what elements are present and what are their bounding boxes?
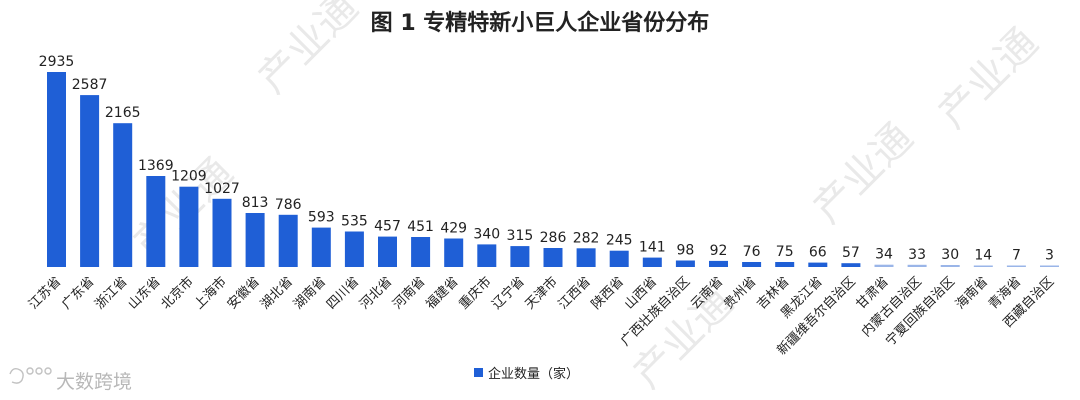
bar: [212, 198, 232, 267]
data-label: 315: [507, 228, 534, 244]
x-tick-label: 山东省: [125, 274, 163, 312]
bar: [47, 72, 66, 267]
bar: [576, 248, 596, 267]
bar: [874, 264, 894, 267]
data-label: 76: [743, 244, 761, 260]
data-label: 535: [341, 214, 368, 230]
x-tick-label: 江西省: [556, 274, 594, 312]
x-tick-label: 贵州省: [721, 274, 759, 312]
bar: [973, 265, 993, 267]
bar: [80, 95, 100, 267]
bar: [709, 260, 728, 267]
data-label: 2587: [72, 77, 108, 93]
watermark-text: 产业通: [805, 115, 922, 232]
watermark-text: 产业通: [250, 0, 367, 102]
bar: [775, 262, 795, 267]
data-label: 282: [573, 230, 600, 246]
bars: [47, 72, 1059, 267]
data-label: 457: [374, 219, 401, 235]
data-label: 92: [710, 243, 728, 259]
data-label: 30: [941, 247, 959, 263]
data-label: 786: [275, 197, 302, 213]
bar: [675, 260, 695, 267]
data-label: 451: [407, 219, 434, 235]
data-label: 98: [676, 243, 694, 259]
bar: [146, 176, 166, 267]
bar: [344, 231, 364, 267]
data-label: 1369: [138, 158, 174, 174]
data-label: 813: [242, 195, 269, 211]
x-tick-label: 河南省: [390, 274, 429, 313]
data-label: 429: [440, 221, 467, 237]
data-label: 286: [540, 230, 567, 246]
x-tick-label: 福建省: [423, 274, 461, 312]
data-label: 141: [639, 240, 666, 256]
bar: [609, 250, 629, 267]
x-ticks: 江苏省广东省浙江省山东省北京市上海市安徽省湖北省湖南省四川省河北省河南省福建省重…: [25, 274, 1057, 359]
data-label: 245: [606, 233, 633, 249]
bar: [411, 237, 431, 267]
legend-swatch: [474, 368, 483, 377]
data-label: 14: [974, 248, 992, 264]
bar: [278, 214, 298, 267]
watermark-text: 产业通: [930, 20, 1047, 137]
bar: [642, 257, 662, 267]
x-tick-label: 广东省: [59, 274, 97, 312]
x-tick-label: 重庆市: [456, 274, 495, 313]
x-tick-label: 安徽省: [225, 274, 263, 312]
bar: [311, 227, 331, 267]
x-tick-label: 北京市: [158, 274, 197, 313]
x-tick-label: 辽宁省: [489, 274, 528, 313]
legend: 企业数量（家）: [474, 366, 579, 382]
bar: [477, 244, 497, 267]
bar: [1006, 265, 1026, 267]
logo-text: 大数跨境: [56, 371, 132, 393]
data-label: 7: [1012, 248, 1021, 264]
bar: [444, 238, 464, 267]
x-tick-label: 湖南省: [290, 274, 329, 313]
data-label: 1027: [204, 181, 240, 197]
data-label: 2165: [105, 105, 141, 121]
bar: [113, 123, 133, 267]
x-tick-label: 湖北省: [258, 274, 296, 312]
x-tick-label: 海南省: [952, 274, 991, 313]
data-label: 1209: [171, 169, 207, 185]
bar: [510, 246, 530, 267]
bar: [378, 236, 397, 267]
chart-title: 图 1 专精特新小巨人企业省份分布: [371, 10, 710, 36]
x-tick-label: 浙江省: [92, 274, 130, 312]
x-tick-label: 河北省: [357, 274, 395, 312]
x-tick-label: 陕西省: [589, 274, 627, 312]
bar: [179, 186, 199, 267]
data-label: 340: [473, 226, 500, 242]
x-tick-label: 天津市: [522, 274, 561, 313]
legend-label: 企业数量（家）: [488, 366, 579, 382]
bar: [1040, 265, 1059, 267]
logo: 大数跨境: [9, 367, 132, 393]
bar: [940, 265, 960, 267]
data-label: 3: [1045, 248, 1054, 264]
bar: [245, 213, 265, 267]
data-label: 57: [842, 245, 860, 261]
bar: [841, 263, 861, 267]
bar: [808, 262, 828, 267]
x-tick-label: 上海市: [191, 274, 230, 313]
data-label: 593: [308, 210, 335, 226]
logo-icon: [9, 367, 52, 384]
data-label: 2935: [39, 54, 75, 70]
x-tick-label: 四川省: [324, 274, 362, 312]
bar: [543, 248, 563, 267]
data-label: 66: [809, 245, 827, 261]
data-label: 34: [875, 247, 893, 263]
bar: [742, 262, 762, 267]
data-label: 33: [908, 247, 926, 263]
x-tick-label: 江苏省: [25, 274, 64, 313]
bar: [907, 264, 927, 267]
data-label: 75: [776, 244, 794, 260]
